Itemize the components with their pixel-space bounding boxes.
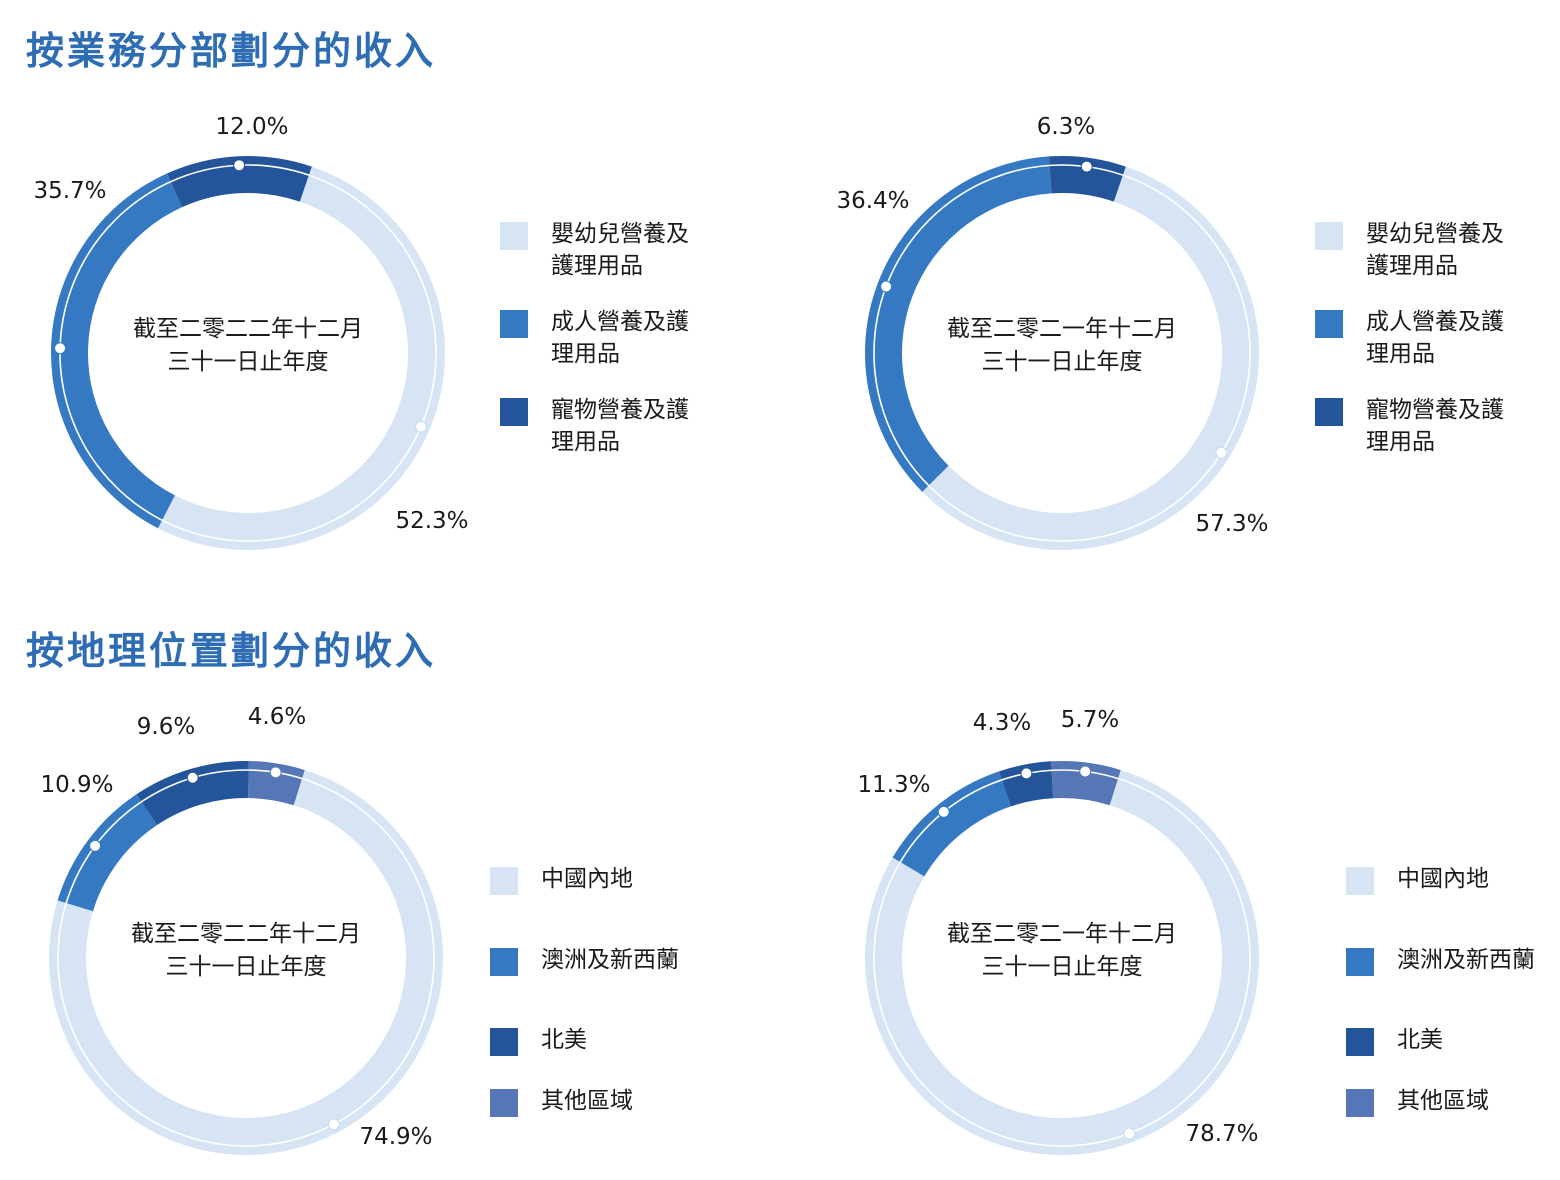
donut-slice	[57, 794, 158, 912]
legend-item: 寵物營養及護 理用品	[500, 397, 689, 458]
legend-label: 澳洲及新西蘭	[1397, 947, 1535, 973]
legend-swatch	[1346, 948, 1374, 976]
donut-ring-line	[57, 769, 435, 1147]
legend-item: 嬰幼兒營養及 護理用品	[1315, 221, 1504, 282]
slice-marker-dot	[1020, 767, 1033, 780]
legend-swatch	[1315, 398, 1343, 426]
legend-swatch	[500, 222, 528, 250]
data-label: 10.9%	[40, 772, 113, 798]
legend-swatch	[490, 1028, 518, 1056]
legend-item: 中國內地	[490, 866, 633, 895]
center-label: 截至二零二一年十二月	[947, 921, 1177, 947]
donut-slice	[1049, 156, 1126, 202]
legend-swatch	[490, 867, 518, 895]
legend-label: 北美	[541, 1027, 587, 1053]
donut-slice	[999, 761, 1054, 807]
legend-label: 寵物營養及護 理用品	[551, 397, 689, 455]
legend-label: 其他區域	[1397, 1088, 1489, 1114]
data-label: 9.6%	[137, 714, 195, 740]
legend-label: 成人營養及護 理用品	[1366, 309, 1504, 367]
slice-marker-dot	[1080, 160, 1093, 173]
slice-marker-dot	[269, 766, 282, 779]
data-label: 74.9%	[359, 1124, 432, 1150]
data-label: 5.7%	[1061, 707, 1119, 733]
legend-label: 嬰幼兒營養及 護理用品	[551, 221, 689, 279]
donut-slice	[166, 156, 312, 208]
slice-marker-dot	[186, 771, 199, 784]
legend-swatch	[490, 948, 518, 976]
legend-label: 北美	[1397, 1027, 1443, 1053]
slice-marker-dot	[54, 342, 67, 355]
data-label: 35.7%	[33, 178, 106, 204]
slice-marker-dot	[937, 805, 950, 818]
donut-slice	[892, 771, 1011, 877]
legend-item: 北美	[490, 1027, 587, 1056]
data-label: 12.0%	[215, 114, 288, 140]
segment-section-title: 按業務分部劃分的收入	[26, 29, 437, 73]
center-label: 截至二零二一年十二月	[947, 316, 1177, 342]
donut-ring-line	[873, 164, 1251, 542]
legend-item: 寵物營養及護 理用品	[1315, 397, 1504, 458]
donut-slice	[922, 166, 1259, 550]
slice-marker-dot	[415, 420, 428, 433]
slice-marker-dot	[1079, 765, 1092, 778]
legend-item: 北美	[1346, 1027, 1443, 1056]
legend-swatch	[1346, 1089, 1374, 1117]
center-label: 三十一日止年度	[982, 954, 1143, 980]
donut-ring-line	[873, 769, 1251, 1147]
legend-label: 澳洲及新西蘭	[541, 947, 679, 973]
legend-swatch	[490, 1089, 518, 1117]
legend-item: 其他區域	[1346, 1088, 1489, 1117]
data-label: 4.3%	[973, 710, 1031, 736]
legend-swatch	[1315, 222, 1343, 250]
slice-marker-dot	[327, 1118, 340, 1131]
legend-swatch	[1346, 867, 1374, 895]
slice-marker-dot	[880, 280, 893, 293]
center-label: 三十一日止年度	[168, 349, 329, 375]
geo-section-title: 按地理位置劃分的收入	[26, 629, 437, 673]
donut-slice	[136, 760, 249, 825]
slice-marker-dot	[89, 839, 102, 852]
legend-label: 中國內地	[1397, 866, 1489, 892]
slice-marker-dot	[1215, 446, 1228, 459]
legend-label: 成人營養及護 理用品	[551, 309, 689, 367]
center-label: 截至二零二二年十二月	[133, 316, 363, 342]
legend-label: 中國內地	[541, 866, 633, 892]
center-label: 截至二零二二年十二月	[131, 921, 361, 947]
donut-slice	[248, 761, 305, 806]
legend-label: 嬰幼兒營養及 護理用品	[1366, 221, 1504, 279]
donut-slice	[51, 173, 183, 529]
legend-label: 其他區域	[541, 1088, 633, 1114]
data-label: 78.7%	[1185, 1121, 1258, 1147]
data-label: 57.3%	[1195, 511, 1268, 537]
data-label: 52.3%	[395, 508, 468, 534]
legend-item: 澳洲及新西蘭	[1346, 947, 1535, 976]
legend-label: 寵物營養及護 理用品	[1366, 397, 1504, 455]
legend-swatch	[500, 398, 528, 426]
donut-slice	[1051, 761, 1121, 806]
data-label: 4.6%	[248, 704, 306, 730]
slice-marker-dot	[1123, 1127, 1136, 1140]
slice-marker-dot	[233, 159, 246, 172]
legend-item: 嬰幼兒營養及 護理用品	[500, 221, 689, 282]
center-label: 三十一日止年度	[982, 349, 1143, 375]
data-label: 11.3%	[857, 772, 930, 798]
data-label: 36.4%	[836, 188, 909, 214]
legend-item: 成人營養及護 理用品	[1315, 309, 1504, 370]
legend-item: 澳洲及新西蘭	[490, 947, 679, 976]
data-label: 6.3%	[1037, 114, 1095, 140]
legend-item: 成人營養及護 理用品	[500, 309, 689, 370]
center-label: 三十一日止年度	[166, 954, 327, 980]
legend-swatch	[1346, 1028, 1374, 1056]
donut-slice	[158, 166, 446, 551]
legend-swatch	[500, 310, 528, 338]
legend-item: 其他區域	[490, 1088, 633, 1117]
legend-swatch	[1315, 310, 1343, 338]
legend-item: 中國內地	[1346, 866, 1489, 895]
